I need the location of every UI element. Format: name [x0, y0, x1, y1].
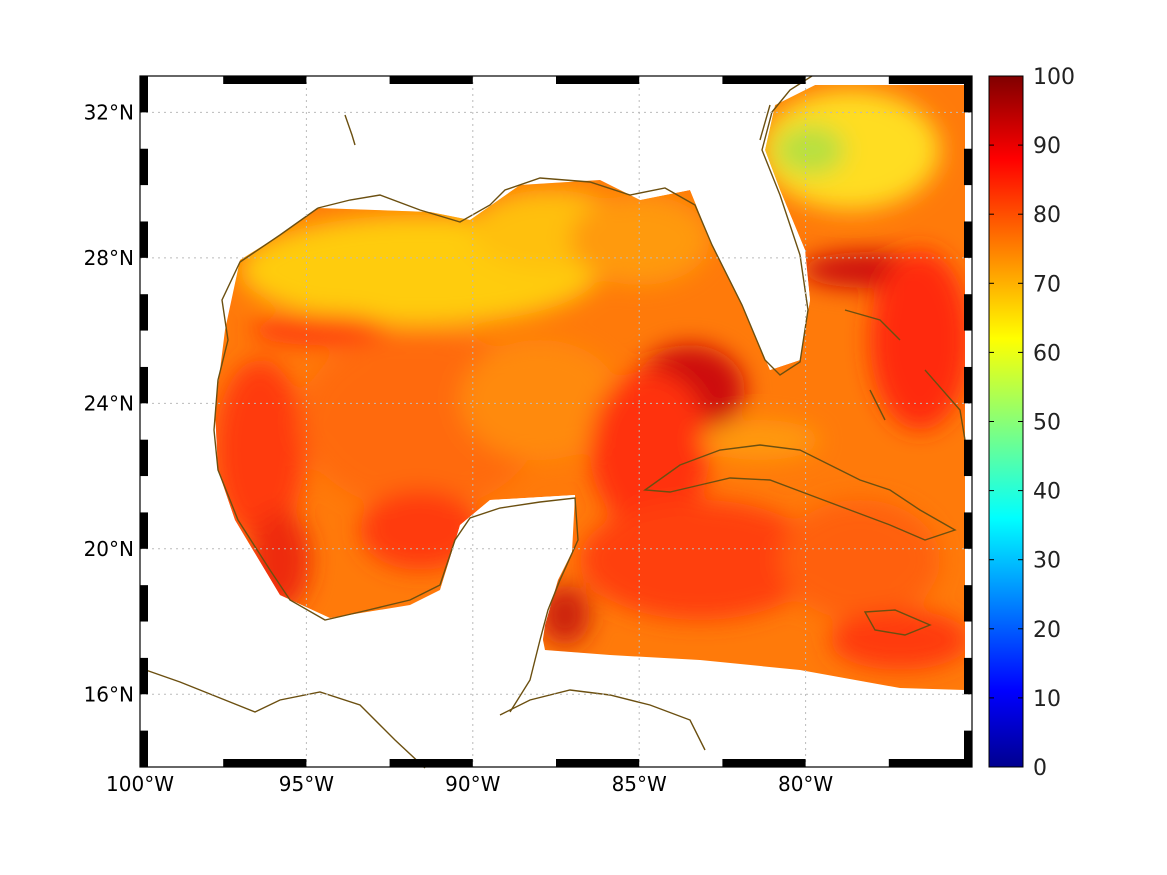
- frame-bar-bottom: [223, 759, 307, 767]
- frame-bar-top: [722, 76, 806, 84]
- colorbar-tick-label: 50: [1033, 411, 1061, 436]
- frame-bar-right: [964, 439, 972, 477]
- frame-bar-top: [223, 76, 307, 84]
- frame-bar-right: [964, 585, 972, 622]
- frame-bar-right: [964, 221, 972, 258]
- land-masks: [440, 76, 815, 720]
- colorbar-tick-label: 80: [1033, 203, 1061, 228]
- map-frame: [139, 75, 973, 768]
- lon-tick-label: 85°W: [612, 772, 667, 796]
- frame-bar-left: [140, 439, 148, 477]
- frame-bar-bottom: [888, 759, 972, 767]
- frame-bar-right: [964, 657, 972, 695]
- frame-bar-top: [556, 76, 640, 84]
- colorbar-tick-label: 0: [1033, 756, 1047, 781]
- frame-bar-top: [888, 76, 972, 84]
- frame-bar-bottom: [556, 759, 640, 767]
- frame-bar-left: [140, 730, 148, 767]
- frame-bar-right: [964, 366, 972, 404]
- colorbar-tick-label: 100: [1033, 65, 1075, 90]
- frame-bar-left: [140, 294, 148, 331]
- lat-tick-label: 28°N: [84, 246, 134, 270]
- lat-tick-label: 24°N: [84, 391, 134, 415]
- frame-bar-bottom: [389, 759, 473, 767]
- lat-tick-labels: 32°N 28°N 24°N 20°N 16°N: [84, 100, 134, 706]
- frame-bar-left: [140, 512, 148, 549]
- colorbar-tick-label: 20: [1033, 618, 1061, 643]
- lat-tick-label: 32°N: [84, 100, 134, 124]
- data-field: [215, 85, 965, 690]
- frame-bar-right: [964, 148, 972, 186]
- frame-bar-bottom: [722, 759, 806, 767]
- lon-tick-label: 95°W: [279, 772, 334, 796]
- frame-bar-left: [140, 366, 148, 404]
- lon-tick-label: 90°W: [445, 772, 500, 796]
- frame-bar-left: [140, 221, 148, 258]
- colorbar-tick-label: 40: [1033, 480, 1061, 505]
- frame-bar-right: [964, 512, 972, 549]
- lat-tick-label: 16°N: [84, 682, 134, 706]
- colorbar-tick-label: 30: [1033, 549, 1061, 574]
- frame-bar-left: [140, 657, 148, 695]
- frame-bar-right: [964, 730, 972, 767]
- frame-bar-left: [140, 76, 148, 113]
- lon-tick-label: 80°W: [778, 772, 833, 796]
- colorbar-tick-label: 60: [1033, 341, 1061, 366]
- lon-tick-labels: 100°W 95°W 90°W 85°W 80°W: [106, 772, 833, 796]
- frame-bar-top: [389, 76, 473, 84]
- colorbar-gradient: [988, 75, 1024, 768]
- frame-bar-left: [140, 148, 148, 186]
- coastlines: [139, 75, 966, 769]
- lon-tick-label: 100°W: [106, 772, 174, 796]
- frame-bar-right: [964, 294, 972, 331]
- colorbar-tick-label: 90: [1033, 134, 1061, 159]
- colorbar-tick-label: 70: [1033, 272, 1061, 297]
- colorbar-tick-label: 10: [1033, 687, 1061, 712]
- frame-bar-right: [964, 76, 972, 113]
- lat-tick-label: 20°N: [84, 537, 134, 561]
- frame-bar-left: [140, 585, 148, 622]
